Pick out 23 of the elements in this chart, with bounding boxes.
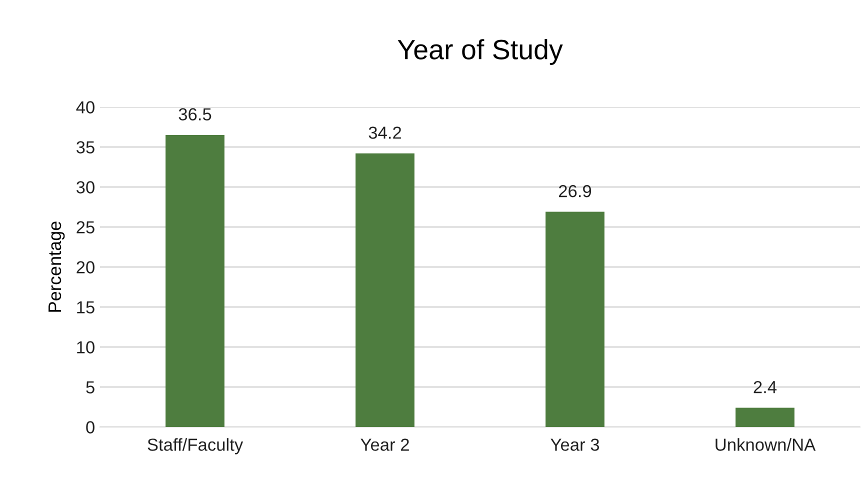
y-tick-label: 10 <box>77 341 94 354</box>
y-axis-title: Percentage <box>48 222 65 312</box>
y-tick-label: 25 <box>76 221 94 234</box>
y-tick-label: 5 <box>86 381 94 394</box>
x-tick-label: Year 2 <box>360 438 409 451</box>
data-label: 36.5 <box>178 108 212 120</box>
chart-title: Year of Study <box>398 39 563 65</box>
y-tick-label: 30 <box>76 181 94 194</box>
y-tick-label: 15 <box>77 301 94 314</box>
bar <box>736 408 794 427</box>
bar <box>546 212 604 427</box>
y-tick-label: 40 <box>76 101 94 114</box>
bar <box>166 135 224 427</box>
y-tick-label: 35 <box>76 141 94 154</box>
y-tick-label: 20 <box>76 261 94 274</box>
y-tick-label: 0 <box>86 421 94 434</box>
data-label: 2.4 <box>754 380 777 394</box>
bar <box>356 153 414 427</box>
data-label: 34.2 <box>368 126 402 139</box>
data-label: 26.9 <box>558 184 592 198</box>
x-tick-label: Staff/Faculty <box>148 438 244 454</box>
x-tick-label: Year 3 <box>550 438 600 451</box>
x-tick-label: Unknown/NA <box>716 438 816 451</box>
